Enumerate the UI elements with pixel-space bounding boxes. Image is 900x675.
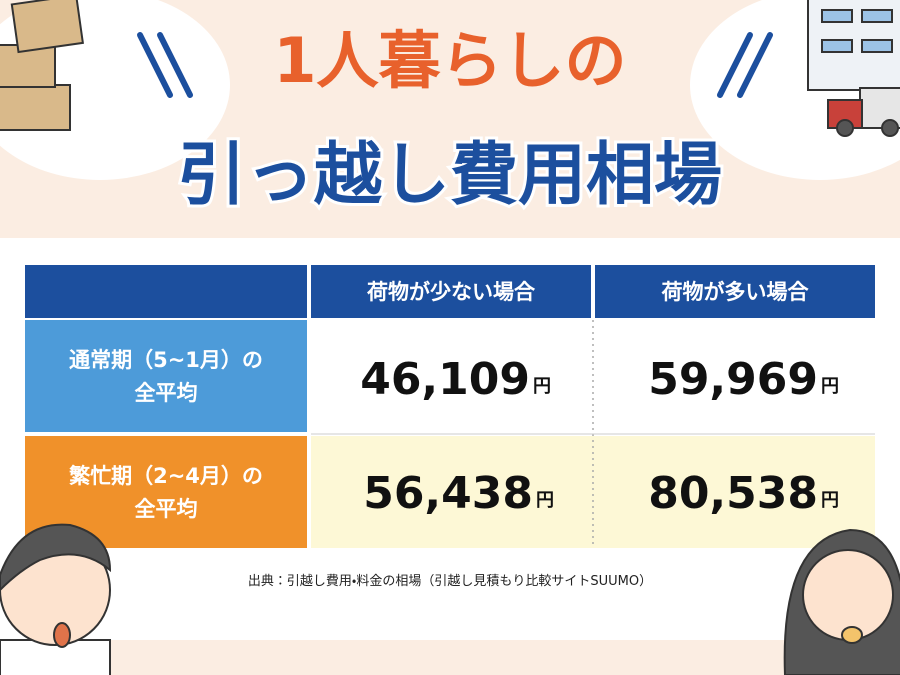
column-header: 荷物が少ない場合 <box>367 280 536 304</box>
row-label: 全平均 <box>135 497 198 521</box>
row-cell <box>311 436 875 548</box>
decoration-slashes <box>137 32 773 98</box>
boxes-illustration <box>0 0 84 131</box>
row-label: 全平均 <box>135 381 198 405</box>
unit: 円 <box>536 490 554 511</box>
amount: 80,538 <box>648 468 818 519</box>
person-illustration <box>0 523 112 675</box>
bottom-band <box>0 640 900 675</box>
row-label-cell <box>25 320 307 432</box>
row-label: 通常期（5~1月）の <box>69 348 263 372</box>
header-cell <box>595 265 875 318</box>
title-line: 1人暮らしの <box>273 24 626 97</box>
person-illustration <box>783 528 900 675</box>
amount: 46,109 <box>360 354 530 405</box>
column-header: 荷物が多い場合 <box>662 280 810 304</box>
amount: 56,438 <box>363 468 533 519</box>
building-illustration <box>807 0 900 137</box>
unit: 円 <box>533 376 551 397</box>
header-cell <box>25 265 307 318</box>
row-label: 繁忙期（2~4月）の <box>69 464 263 488</box>
source-note: 出典：引越し費用・料金の相場（引越し見積もり比較サイトSUUMO） <box>248 574 652 589</box>
unit: 円 <box>821 376 839 397</box>
unit: 円 <box>821 490 839 511</box>
amount: 59,969 <box>648 354 818 405</box>
title-line: 引っ越し費用相場 <box>178 136 722 215</box>
header-cell <box>311 265 591 318</box>
